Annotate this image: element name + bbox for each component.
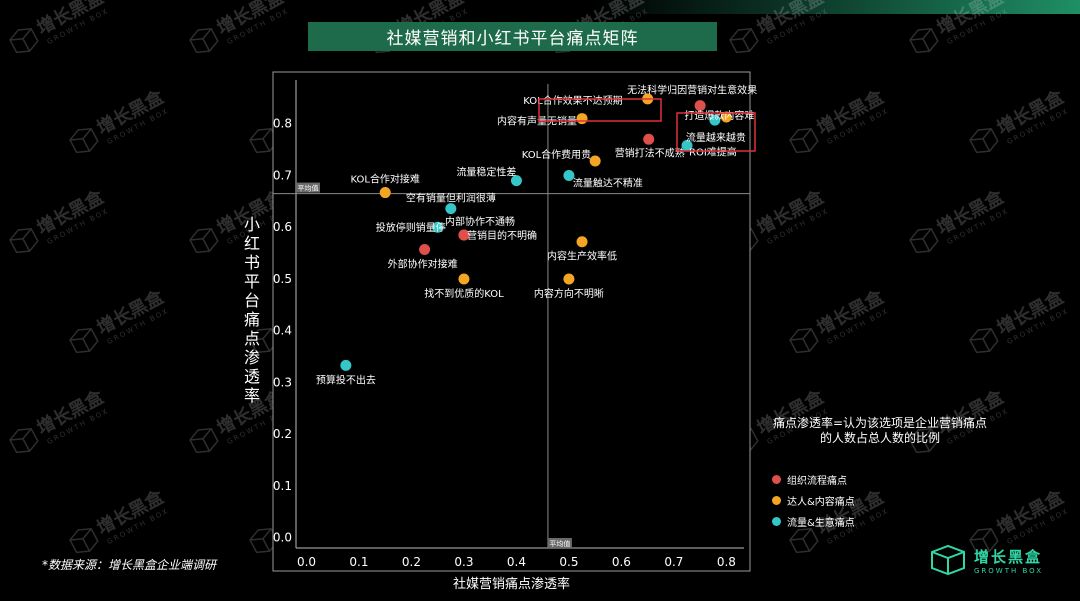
data-point-label: 流量越来越贵 — [686, 131, 746, 144]
data-point — [576, 236, 588, 248]
data-point-label: KOL合作对接难 — [350, 173, 419, 186]
data-point — [340, 359, 352, 371]
data-point-label: 预算投不出去 — [316, 373, 376, 386]
y-tick-label: 0.3 — [273, 375, 292, 389]
data-point-label: 无法科学归因营销对生意效果 — [627, 84, 757, 97]
data-point-label: 空有销量但利润很薄 — [406, 192, 496, 205]
avg-label-horizontal: 平均值 — [298, 184, 319, 193]
x-tick-label: 0.2 — [402, 555, 421, 569]
data-point — [576, 113, 588, 125]
data-point — [432, 221, 444, 233]
plot-frame — [272, 71, 751, 572]
avg-label-bg — [547, 538, 572, 548]
y-tick-label: 0.5 — [273, 272, 292, 286]
data-point-label: 营销目的不明确 — [467, 229, 537, 242]
data-point — [445, 203, 457, 215]
legend-label: 达人&内容痛点 — [787, 497, 855, 508]
data-point-label: ROI难提高 — [689, 145, 737, 158]
x-tick-label: 0.8 — [717, 555, 736, 569]
y-tick-label: 0.7 — [273, 168, 292, 182]
box-logo-icon — [931, 544, 965, 576]
highlight-box-kol — [538, 98, 662, 122]
data-point-label: 内部协作不通畅 — [445, 215, 515, 228]
highlight-box-traffic — [676, 112, 756, 152]
y-tick-label: 0.4 — [273, 324, 292, 338]
y-axis-label: 小红书平台痛点渗透率 — [243, 215, 260, 405]
y-tick-label: 0.0 — [273, 531, 292, 545]
data-point — [379, 187, 391, 199]
data-point-label: 找不到优质的KOL — [424, 287, 504, 300]
data-point — [709, 114, 721, 126]
data-point-label: 内容有声量无销量 — [497, 115, 577, 128]
data-point — [458, 273, 470, 285]
logo-name-en: GROWTH BOX — [974, 566, 1044, 575]
x-axis-label: 社媒营销痛点渗透率 — [452, 577, 570, 592]
data-point — [694, 100, 706, 112]
data-point-label: 内容生产效率低 — [547, 250, 617, 263]
data-point — [563, 169, 575, 181]
x-tick-label: 0.3 — [454, 555, 473, 569]
legend-label: 组织流程痛点 — [787, 476, 847, 487]
x-tick-label: 0.4 — [507, 555, 526, 569]
legend-label: 流量&生意痛点 — [787, 518, 855, 529]
data-point — [458, 229, 470, 241]
data-point-label: 打造爆款内容难 — [684, 109, 754, 122]
avg-label-vertical: 平均值 — [549, 539, 570, 548]
data-point-label: KOL合作费用贵 — [522, 148, 591, 161]
data-point — [589, 155, 601, 167]
data-point — [563, 273, 575, 285]
brand-logo: 增长黑盒 GROWTH BOX — [928, 544, 1043, 576]
data-point — [681, 139, 693, 151]
legend-item-org: 组织流程痛点 — [772, 470, 855, 489]
x-tick-label: 0.0 — [297, 555, 316, 569]
avg-label-bg — [296, 182, 320, 193]
legend-dot-cyan — [772, 517, 781, 526]
x-tick-label: 0.1 — [349, 555, 368, 569]
data-point-label: 外部协作对接难 — [388, 257, 458, 270]
y-tick-label: 0.1 — [273, 479, 292, 493]
data-point-label: 流量稳定性差 — [456, 166, 516, 179]
y-tick-label: 0.2 — [273, 427, 292, 441]
source-note: *数据来源：增长黑盒企业端调研 — [42, 558, 217, 572]
data-point-label: KOL合作效果不达预期 — [523, 94, 622, 107]
x-tick-label: 0.5 — [559, 555, 578, 569]
data-point-label: 流量触达不精准 — [573, 176, 643, 189]
data-point-label: 内容方向不明晰 — [534, 287, 604, 300]
legend: 组织流程痛点 达人&内容痛点 流量&生意痛点 — [772, 470, 855, 531]
logo-name-cn: 增长黑盒 — [974, 547, 1043, 566]
x-tick-label: 0.6 — [612, 555, 631, 569]
definition-note: 痛点渗透率=认为该选项是企业营销痛点的人数占总人数的比例 — [772, 416, 988, 445]
x-tick-label: 0.7 — [664, 555, 683, 569]
data-point-label: 投放停则销量停 — [376, 221, 446, 234]
data-point — [643, 133, 655, 145]
page-title: 社媒营销和小红书平台痛点矩阵 — [308, 22, 717, 51]
legend-item-content: 达人&内容痛点 — [772, 491, 855, 510]
y-tick-label: 0.8 — [273, 117, 292, 131]
data-point — [510, 175, 522, 187]
top-accent-bar — [0, 0, 1080, 14]
data-point — [720, 111, 732, 123]
legend-item-traffic: 流量&生意痛点 — [772, 512, 855, 531]
data-point — [419, 243, 431, 255]
y-tick-label: 0.6 — [273, 220, 292, 234]
legend-dot-orange — [772, 496, 781, 505]
legend-dot-red — [772, 475, 781, 484]
data-point-label: 营销打法不成熟 — [615, 146, 685, 159]
